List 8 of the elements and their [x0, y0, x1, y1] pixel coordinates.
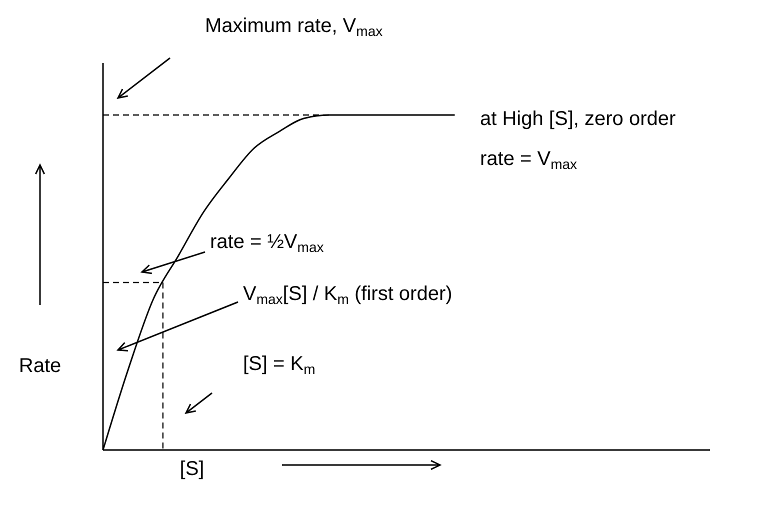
annotation: at High [S], zero order [480, 108, 676, 130]
annotation: rate = V$_{max}$ [480, 148, 578, 172]
annotation: [S] = K$_{m}$ [243, 353, 316, 378]
annotation: V$_{max}$[S] / K$_{m}$ (first order) [243, 283, 452, 308]
y-axis-title: Rate [18, 355, 62, 377]
text: Maximum rate, V$_{max}$ [205, 15, 383, 40]
x-axis-title: [S] [180, 458, 204, 480]
annotation: rate = ½V$_{max}$ [210, 231, 324, 256]
